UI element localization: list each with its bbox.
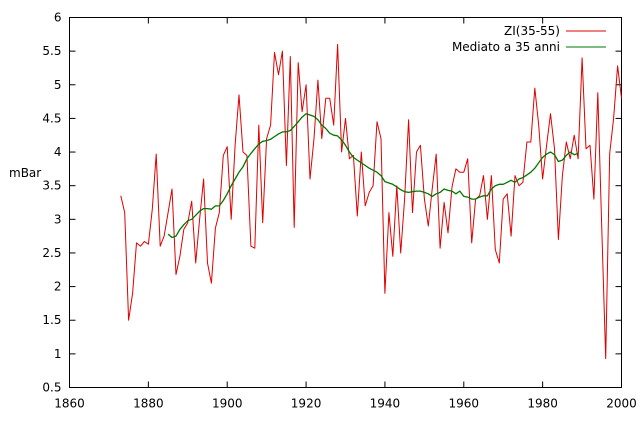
legend: ZI(35-55) Mediato a 35 anni	[452, 24, 606, 54]
series-layer	[120, 43, 622, 360]
y-tick-label: 5.5	[42, 44, 61, 58]
plot-frame	[69, 17, 622, 388]
x-tick-label: 1900	[212, 397, 243, 411]
x-tick-label: 2000	[606, 397, 637, 411]
x-tick-label: 1980	[527, 397, 558, 411]
y-tick-label: 4	[54, 145, 62, 159]
series-line-1	[120, 43, 622, 360]
y-axis: 0.5 1 1.5 2 2.5 3 3.5 4 4.5 5 5.5 6	[42, 11, 622, 395]
y-tick-label: 5	[54, 78, 62, 92]
x-tick-label: 1860	[54, 397, 85, 411]
x-tick-label: 1960	[449, 397, 480, 411]
legend-label: ZI(35-55)	[504, 24, 560, 38]
y-tick-label: 6	[54, 11, 62, 25]
y-tick-label: 4.5	[42, 111, 61, 125]
y-tick-label: 2	[54, 280, 62, 294]
y-axis-label: mBar	[9, 166, 41, 180]
y-tick-label: 3.5	[42, 179, 61, 193]
y-tick-label: 1	[54, 347, 62, 361]
y-tick-label: 0.5	[42, 381, 61, 395]
series-line-2	[167, 113, 579, 239]
y-tick-label: 3	[54, 212, 62, 226]
x-tick-label: 1920	[291, 397, 322, 411]
y-tick-label: 2.5	[42, 246, 61, 260]
legend-label: Mediato a 35 anni	[452, 40, 560, 54]
x-axis: 1860 1880 1900 1920 1940 1960 1980 2000	[54, 17, 637, 411]
y-tick-label: 1.5	[42, 313, 61, 327]
x-tick-label: 1940	[370, 397, 401, 411]
x-tick-label: 1880	[133, 397, 164, 411]
